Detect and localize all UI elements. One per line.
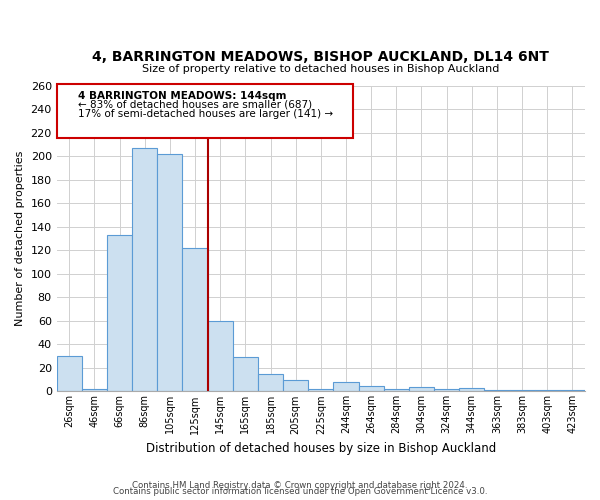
Bar	[82, 389, 107, 392]
FancyBboxPatch shape	[56, 84, 353, 138]
Bar	[560, 390, 585, 392]
Title: 4, BARRINGTON MEADOWS, BISHOP AUCKLAND, DL14 6NT: 4, BARRINGTON MEADOWS, BISHOP AUCKLAND, …	[92, 50, 549, 64]
Bar	[409, 386, 434, 392]
Text: 4 BARRINGTON MEADOWS: 144sqm: 4 BARRINGTON MEADOWS: 144sqm	[78, 90, 286, 101]
Bar	[334, 382, 359, 392]
Bar	[132, 148, 157, 392]
Bar	[182, 248, 208, 392]
Bar	[535, 390, 560, 392]
Text: Size of property relative to detached houses in Bishop Auckland: Size of property relative to detached ho…	[142, 64, 500, 74]
Bar	[157, 154, 182, 392]
Bar	[56, 356, 82, 392]
Text: 17% of semi-detached houses are larger (141) →: 17% of semi-detached houses are larger (…	[78, 109, 333, 119]
Bar	[434, 389, 459, 392]
Text: Contains HM Land Registry data © Crown copyright and database right 2024.: Contains HM Land Registry data © Crown c…	[132, 481, 468, 490]
Text: Contains public sector information licensed under the Open Government Licence v3: Contains public sector information licen…	[113, 488, 487, 496]
Y-axis label: Number of detached properties: Number of detached properties	[15, 151, 25, 326]
Bar	[384, 389, 409, 392]
Bar	[233, 358, 258, 392]
Bar	[208, 321, 233, 392]
Bar	[107, 235, 132, 392]
Bar	[258, 374, 283, 392]
X-axis label: Distribution of detached houses by size in Bishop Auckland: Distribution of detached houses by size …	[146, 442, 496, 455]
Text: ← 83% of detached houses are smaller (687): ← 83% of detached houses are smaller (68…	[78, 100, 312, 110]
Bar	[459, 388, 484, 392]
Bar	[283, 380, 308, 392]
Bar	[484, 390, 509, 392]
Bar	[359, 386, 384, 392]
Bar	[509, 390, 535, 392]
Bar	[308, 389, 334, 392]
